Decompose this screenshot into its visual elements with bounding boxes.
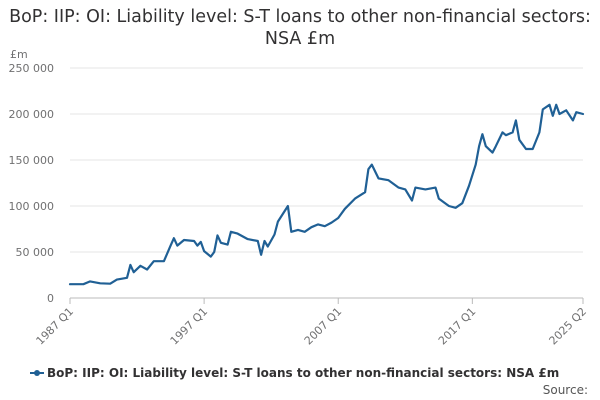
y-tick-label: 200 000 (9, 108, 55, 121)
chart-title: BoP: IIP: OI: Liability level: S-T loans… (9, 7, 591, 49)
series-line (68, 103, 585, 286)
x-tick-label: 1987 Q1 (34, 305, 77, 348)
y-tick-label: 0 (47, 292, 54, 305)
x-tick-label: 2007 Q1 (302, 305, 345, 348)
legend[interactable]: BoP: IIP: OI: Liability level: S-T loans… (30, 366, 559, 380)
y-tick-label: 100 000 (9, 200, 55, 213)
y-axis-unit-label: £m (10, 48, 28, 61)
legend-label: BoP: IIP: OI: Liability level: S-T loans… (47, 366, 560, 380)
y-tick-label: 250 000 (9, 62, 55, 75)
x-tick-label: 2017 Q1 (436, 305, 479, 348)
x-tick-label: 2025 Q2 (547, 305, 590, 348)
x-tick-label: 1997 Q1 (168, 305, 211, 348)
y-tick-label: 50 000 (16, 246, 55, 259)
legend-swatch-icon (30, 370, 44, 376)
source-label: Source: (542, 383, 588, 397)
y-tick-label: 150 000 (9, 154, 55, 167)
